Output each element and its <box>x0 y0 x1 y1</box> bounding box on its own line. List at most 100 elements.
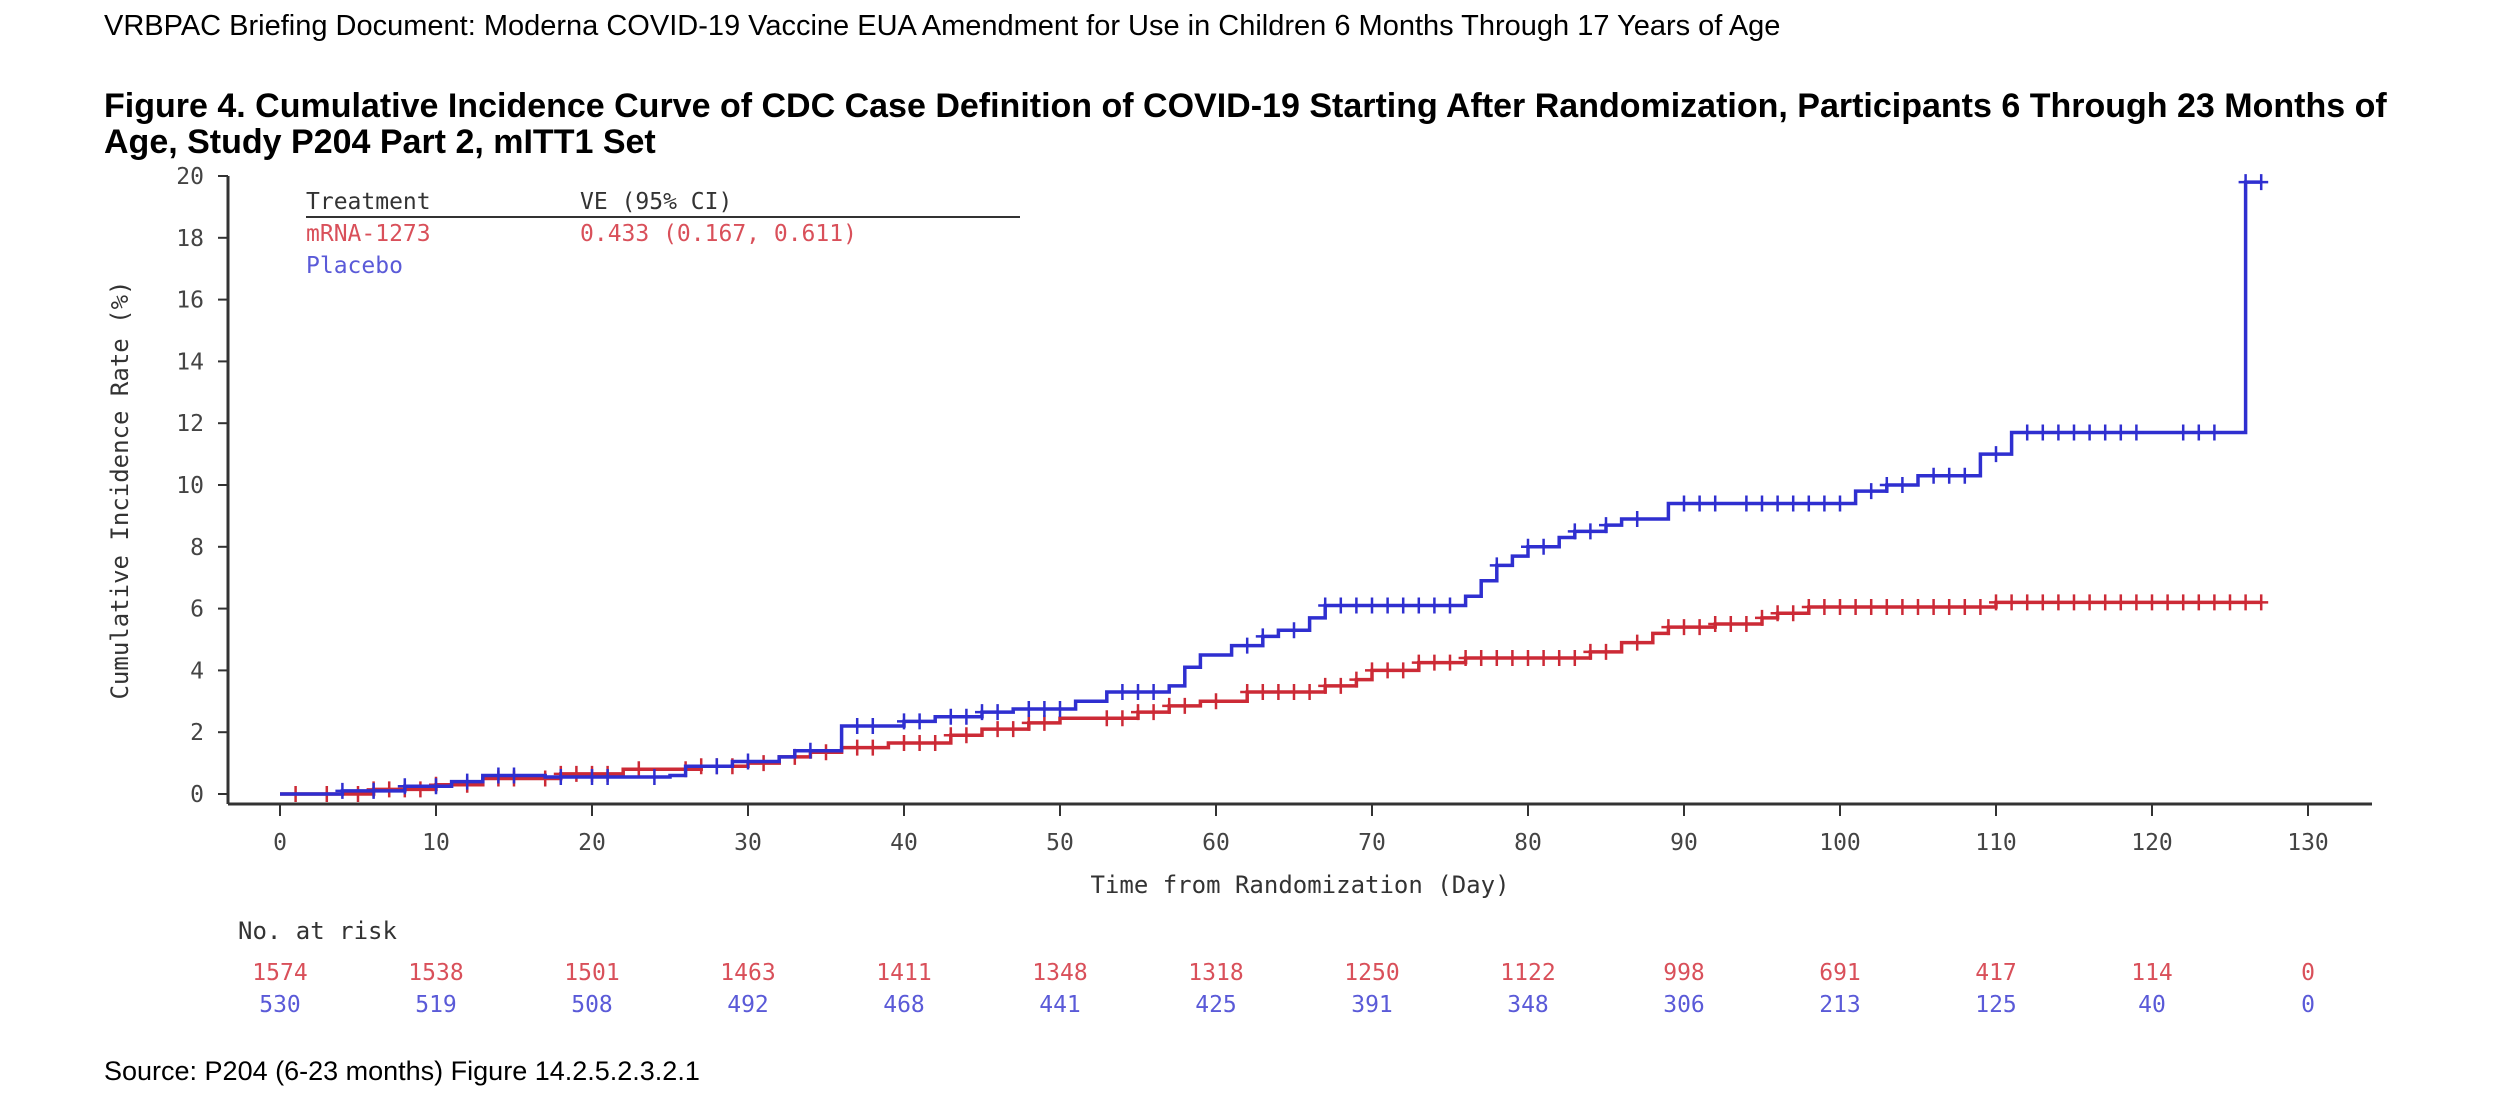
censor-mark-mrna-1273 <box>1895 599 1910 616</box>
censor-mark-mrna-1273 <box>2191 594 2206 611</box>
censor-mark-placebo <box>1817 495 1832 512</box>
censor-mark-mrna-1273 <box>2176 594 2191 611</box>
series-line-mrna-1273 <box>280 600 2262 796</box>
risk-value: 213 <box>1819 992 1861 1018</box>
censor-mark-mrna-1273 <box>2067 594 2081 611</box>
censor-mark-placebo <box>1131 684 1145 701</box>
risk-value: 114 <box>2131 960 2173 986</box>
censor-mark-placebo <box>460 773 475 790</box>
censor-mark-mrna-1273 <box>1583 643 1598 660</box>
y-tick-label: 8 <box>190 535 204 561</box>
censor-mark-mrna-1273 <box>1926 599 1941 616</box>
censor-mark-mrna-1273 <box>1349 671 1364 688</box>
censor-mark-placebo <box>429 778 443 795</box>
censor-mark-mrna-1273 <box>897 735 911 752</box>
censor-mark-mrna-1273 <box>1037 714 1052 731</box>
censor-mark-mrna-1273 <box>1630 634 1645 651</box>
censor-mark-mrna-1273 <box>2020 594 2035 611</box>
censor-mark-mrna-1273 <box>850 739 865 756</box>
censor-mark-placebo <box>1365 597 1379 614</box>
censor-mark-mrna-1273 <box>1302 684 1317 701</box>
censor-mark-mrna-1273 <box>2238 594 2253 611</box>
censor-mark-mrna-1273 <box>1989 594 2003 611</box>
censor-mark-mrna-1273 <box>1973 599 1988 616</box>
censor-mark-placebo <box>803 742 818 759</box>
censor-mark-mrna-1273 <box>912 735 927 752</box>
censor-mark-placebo <box>1333 597 1348 614</box>
censor-mark-mrna-1273 <box>1692 619 1707 636</box>
censor-mark-mrna-1273 <box>1739 616 1754 633</box>
censor-mark-mrna-1273 <box>413 781 428 798</box>
censor-mark-mrna-1273 <box>1489 650 1504 667</box>
censor-mark-placebo <box>1318 597 1333 614</box>
censor-mark-placebo <box>1692 495 1707 512</box>
censor-mark-placebo <box>1380 597 1395 614</box>
censor-mark-placebo <box>2035 424 2050 441</box>
censor-mark-placebo <box>865 718 880 735</box>
censor-mark-placebo <box>1755 495 1769 512</box>
censor-mark-placebo <box>491 767 506 784</box>
censor-mark-mrna-1273 <box>1240 684 1255 701</box>
censor-mark-mrna-1273 <box>1458 650 1473 667</box>
censor-mark-placebo <box>1895 477 1910 493</box>
censor-mark-placebo <box>1115 684 1130 701</box>
censor-mark-placebo <box>2191 424 2206 441</box>
censor-mark-placebo <box>1521 538 1535 555</box>
censor-mark-placebo <box>1677 495 1691 512</box>
x-tick-label: 50 <box>1046 830 1074 856</box>
risk-value: 1538 <box>408 960 463 986</box>
censor-mark-placebo <box>335 782 350 799</box>
censor-mark-mrna-1273 <box>2082 594 2097 611</box>
censor-mark-placebo <box>1037 701 1052 718</box>
censor-mark-placebo <box>1630 510 1645 527</box>
censor-mark-placebo <box>1567 523 1582 540</box>
censor-mark-mrna-1273 <box>928 735 943 752</box>
risk-value: 125 <box>1975 992 2017 1018</box>
censor-mark-mrna-1273 <box>2004 594 2019 611</box>
y-axis-label: Cumulative Incidence Rate (%) <box>106 280 134 699</box>
censor-mark-mrna-1273 <box>631 761 646 778</box>
censor-mark-mrna-1273 <box>1599 643 1613 660</box>
censor-mark-placebo <box>2082 424 2097 441</box>
x-tick-label: 10 <box>422 830 450 856</box>
legend-mrna-label: mRNA-1273 <box>306 221 431 247</box>
censor-mark-placebo <box>1599 517 1613 534</box>
censor-mark-placebo <box>741 753 755 770</box>
censor-mark-mrna-1273 <box>1255 684 1270 701</box>
risk-value: 441 <box>1039 992 1081 1018</box>
source-note: Source: P204 (6-23 months) Figure 14.2.5… <box>104 1056 700 1086</box>
censor-mark-placebo <box>397 778 412 795</box>
censor-mark-placebo <box>585 769 599 786</box>
censor-mark-mrna-1273 <box>2207 594 2222 611</box>
censor-mark-placebo <box>647 769 662 786</box>
censor-mark-mrna-1273 <box>2113 594 2128 611</box>
risk-table: 1574 1538 1501 1463 1411 1348 1318 1250 1122 998 6… <box>252 960 2315 1018</box>
y-tick-label: 16 <box>176 288 204 314</box>
x-tick-label: 120 <box>2131 830 2173 856</box>
censor-mark-mrna-1273 <box>1146 704 1161 721</box>
risk-value: 519 <box>415 992 457 1018</box>
y-tick-label: 0 <box>190 782 204 808</box>
censor-mark-placebo <box>1021 701 1036 718</box>
censor-mark-mrna-1273 <box>1162 697 1177 714</box>
censor-mark-mrna-1273 <box>1115 710 1130 727</box>
x-tick-label: 130 <box>2287 830 2329 856</box>
risk-value: 1501 <box>564 960 619 986</box>
censor-mark-mrna-1273 <box>1864 599 1879 616</box>
x-tick-label: 80 <box>1514 830 1542 856</box>
censor-mark-mrna-1273 <box>1723 616 1738 633</box>
chart-legend: Treatment VE (95% CI) mRNA-1273 0.433 (0… <box>306 189 1020 279</box>
risk-value: 1122 <box>1500 960 1555 986</box>
censor-mark-mrna-1273 <box>1427 654 1442 671</box>
censor-mark-mrna-1273 <box>1708 616 1723 633</box>
censor-mark-placebo <box>1957 467 1972 484</box>
censor-mark-placebo <box>1879 477 1894 493</box>
series-line-placebo <box>280 180 2262 796</box>
y-tick-label: 6 <box>190 597 204 623</box>
x-tick-label: 60 <box>1202 830 1230 856</box>
censor-mark-mrna-1273 <box>1786 605 1801 622</box>
censor-mark-mrna-1273 <box>1287 684 1301 701</box>
censor-mark-mrna-1273 <box>1177 697 1192 714</box>
censor-mark-mrna-1273 <box>1099 710 1114 727</box>
censor-mark-placebo <box>1240 637 1255 654</box>
